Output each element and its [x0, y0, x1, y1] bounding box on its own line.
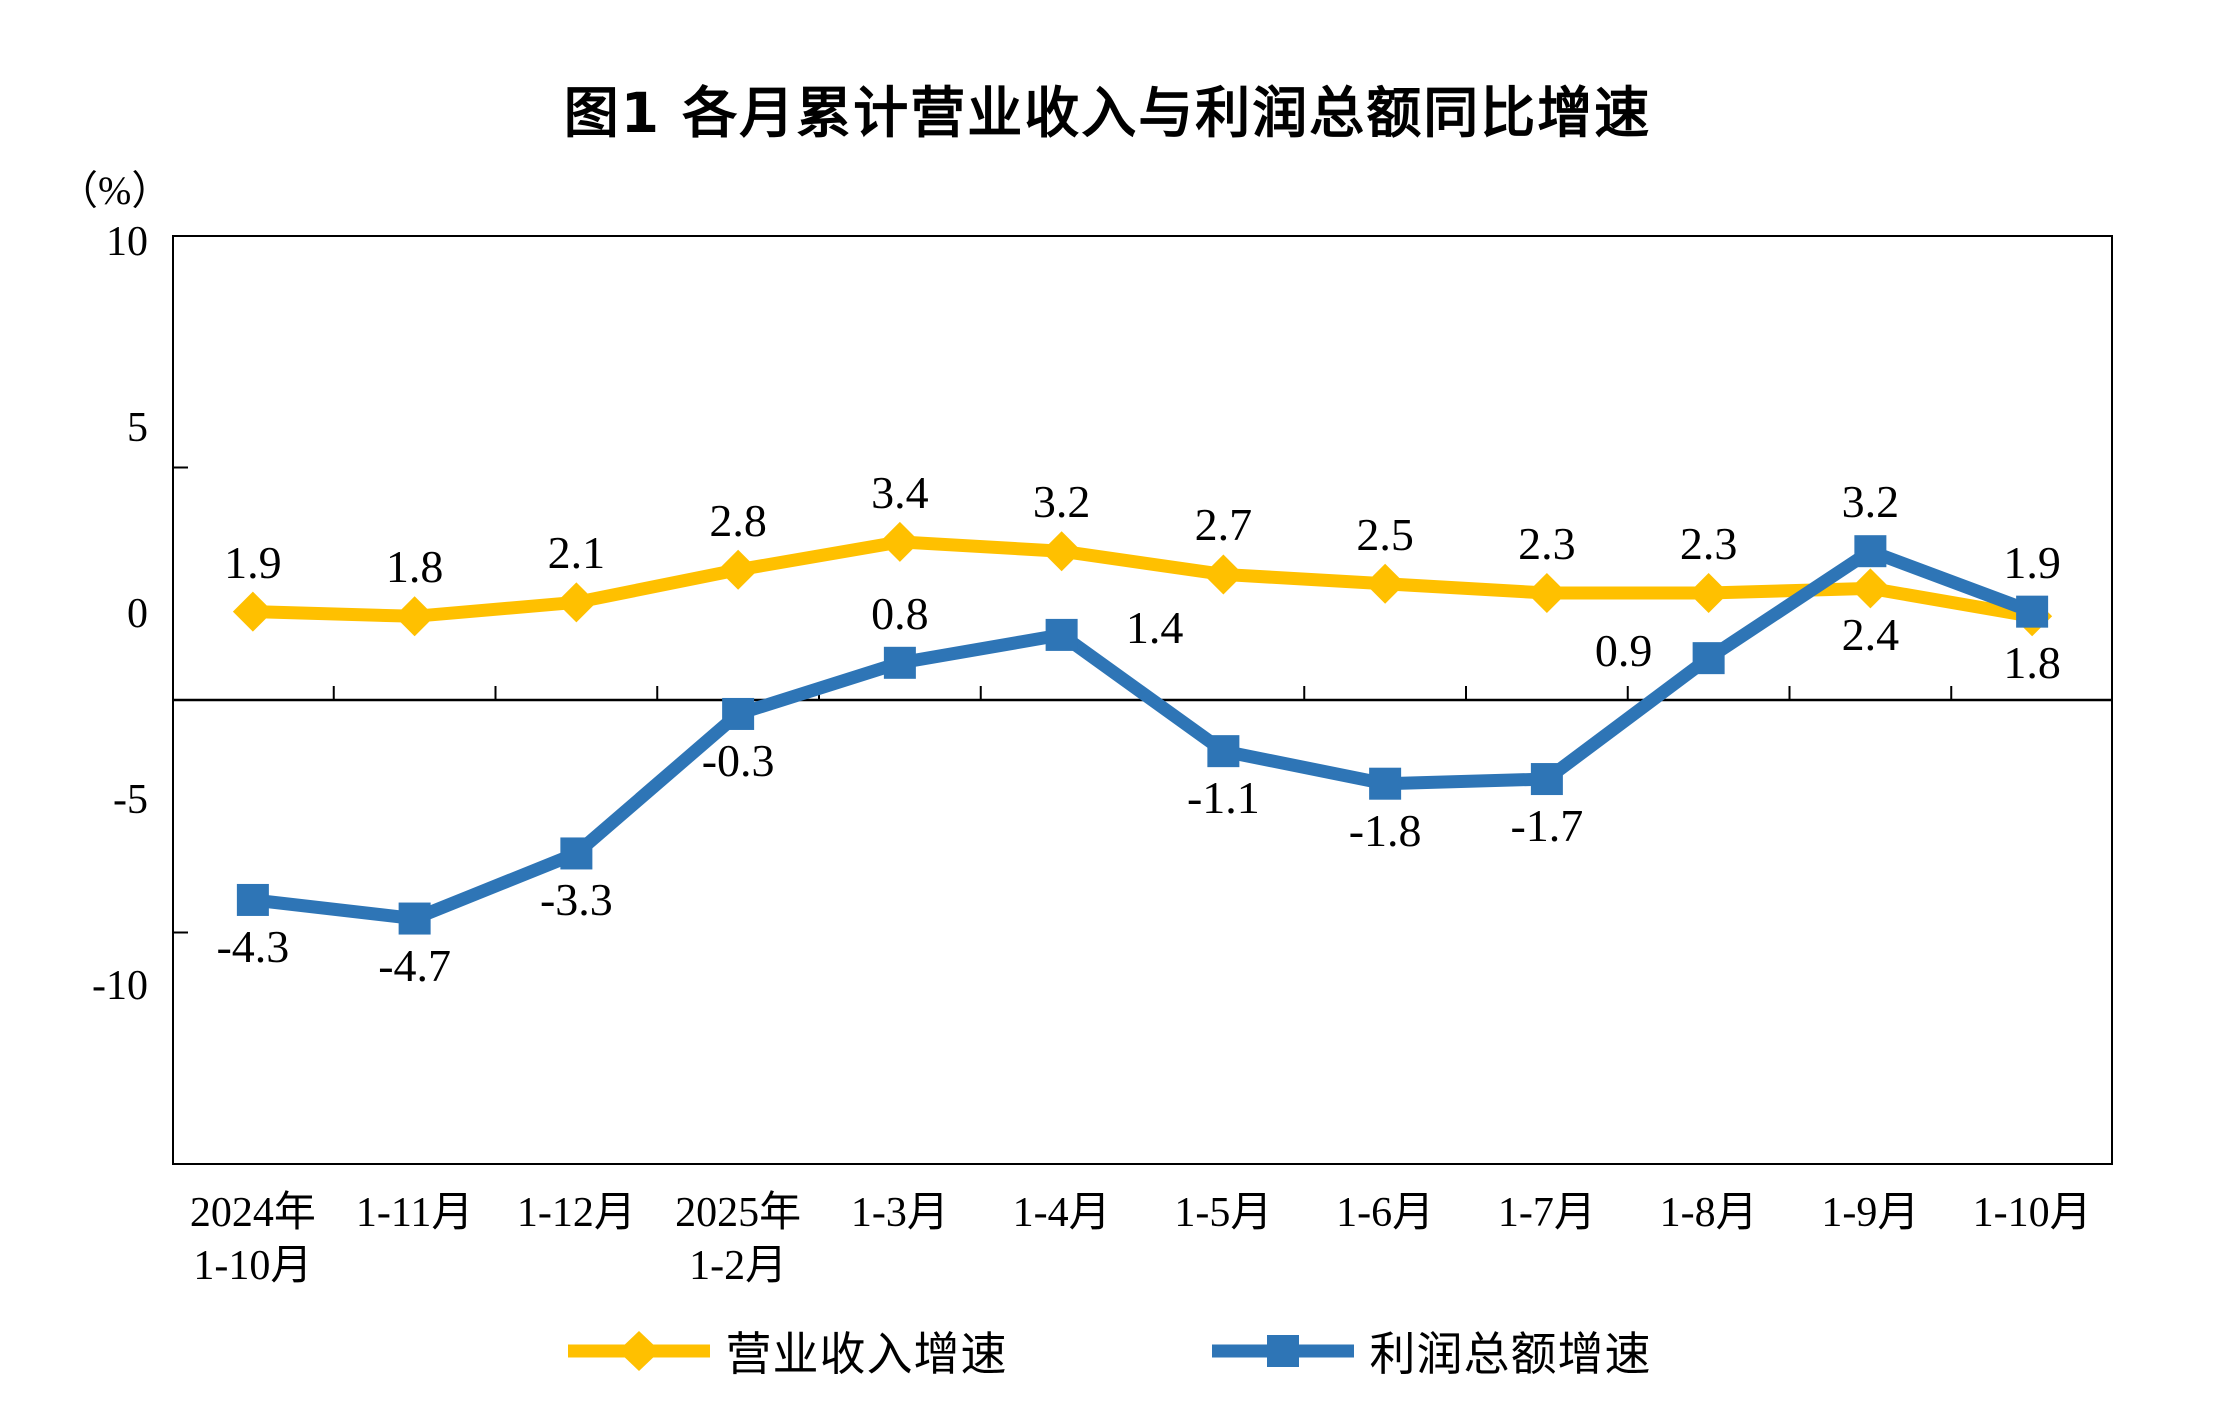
y-tick-label-10: 10: [106, 219, 148, 265]
data-label-revenue-9: 2.3: [1679, 518, 1738, 570]
x-axis-label-6: 1-5月: [1174, 1190, 1273, 1236]
data-label-revenue-3: 2.8: [709, 494, 767, 546]
data-label-revenue-10: 2.4: [1841, 609, 1900, 661]
data-point-marker: [1530, 763, 1563, 796]
data-point-marker: [398, 902, 431, 935]
data-label-revenue-5: 3.2: [1032, 476, 1091, 528]
data-label-profit-5: 1.4: [1125, 601, 1184, 653]
data-point-marker: [1526, 573, 1567, 614]
data-point-marker: [2016, 595, 2049, 628]
series-line-profit: [252, 543, 2035, 926]
x-axis-label-9: 1-8月: [1659, 1190, 1758, 1236]
chart-title: 图1 各月累计营业收入与利润总额同比增速: [563, 81, 1652, 145]
data-point-marker: [560, 837, 593, 870]
data-point-marker: [1688, 573, 1729, 614]
x-axis-label-7: 1-6月: [1336, 1190, 1435, 1236]
data-point-marker: [1041, 531, 1082, 572]
chart-legend: 营业收入增速 利润总额增速: [0, 1318, 2215, 1384]
data-label-profit-9: 0.9: [1594, 625, 1653, 677]
plot-svg: [172, 466, 2113, 935]
data-point-marker: [718, 549, 759, 590]
y-tick-label-minus5: -5: [113, 777, 148, 823]
data-point-marker: [879, 521, 920, 562]
series-layer: [232, 521, 2053, 935]
data-label-profit-11: 1.9: [2003, 536, 2061, 588]
x-axis-label-10: 1-9月: [1821, 1190, 1920, 1236]
data-label-revenue-8: 2.3: [1518, 518, 1576, 570]
x-axis-label-5: 1-4月: [1012, 1190, 1111, 1236]
data-label-profit-8: -1.7: [1510, 800, 1584, 852]
data-label-profit-0: -4.3: [216, 920, 290, 972]
data-point-marker: [236, 883, 269, 916]
data-label-revenue-11: 1.8: [2003, 637, 2061, 689]
legend-item-profit[interactable]: 利润总额增速: [1208, 1318, 1652, 1384]
y-axis-unit-label: （%）: [58, 168, 172, 213]
x-axis-label-8: 1-7月: [1497, 1190, 1596, 1236]
legend-item-revenue[interactable]: 营业收入增速: [564, 1318, 1008, 1384]
x-axis-label-0: 2024年 1-10月: [189, 1190, 316, 1289]
data-label-profit-7: -1.8: [1348, 804, 1422, 856]
data-point-marker: [232, 591, 273, 632]
x-axis-label-11: 1-10月: [1972, 1190, 2092, 1236]
data-label-revenue-6: 2.7: [1194, 499, 1253, 551]
data-point-marker: [394, 596, 435, 637]
x-axis-label-2: 1-12月: [516, 1190, 636, 1236]
data-point-marker: [1203, 554, 1244, 595]
legend-label-revenue: 营业收入增速: [725, 1327, 1008, 1381]
data-label-revenue-7: 2.5: [1356, 508, 1414, 560]
data-point-marker: [722, 697, 755, 730]
data-label-profit-6: -1.1: [1186, 772, 1260, 824]
data-point-marker: [1854, 535, 1887, 568]
legend-label-profit: 利润总额增速: [1369, 1327, 1652, 1381]
data-label-revenue-4: 3.4: [871, 466, 929, 518]
data-label-profit-1: -4.7: [378, 939, 452, 991]
data-point-marker: [1365, 563, 1406, 604]
data-point-marker: [1369, 767, 1402, 800]
y-tick-label-minus10: -10: [92, 963, 148, 1009]
data-label-revenue-1: 1.8: [385, 541, 444, 593]
data-point-marker: [1850, 568, 1891, 609]
x-axis-label-3: 2025年 1-2月: [675, 1190, 802, 1289]
data-label-profit-3: -0.3: [701, 734, 775, 786]
y-tick-label-5: 5: [127, 405, 148, 451]
y-tick-label-0: 0: [127, 591, 148, 637]
series-line-revenue: [252, 535, 2034, 623]
data-label-profit-2: -3.3: [539, 874, 613, 926]
data-label-revenue-0: 1.9: [224, 536, 282, 588]
data-label-profit-4: 0.8: [871, 587, 929, 639]
data-point-marker: [1207, 735, 1240, 768]
data-point-marker: [1692, 642, 1725, 675]
x-axis-label-4: 1-3月: [850, 1190, 949, 1236]
data-point-marker: [883, 646, 916, 679]
legend-marker-square-icon: [1211, 1335, 1354, 1367]
data-label-revenue-2: 2.1: [547, 527, 606, 579]
data-label-profit-10: 3.2: [1841, 476, 1900, 528]
data-point-marker: [556, 582, 597, 623]
legend-marker-diamond-icon: [567, 1331, 710, 1371]
x-axis-label-1: 1-11月: [355, 1190, 474, 1236]
data-point-marker: [1045, 618, 1078, 651]
